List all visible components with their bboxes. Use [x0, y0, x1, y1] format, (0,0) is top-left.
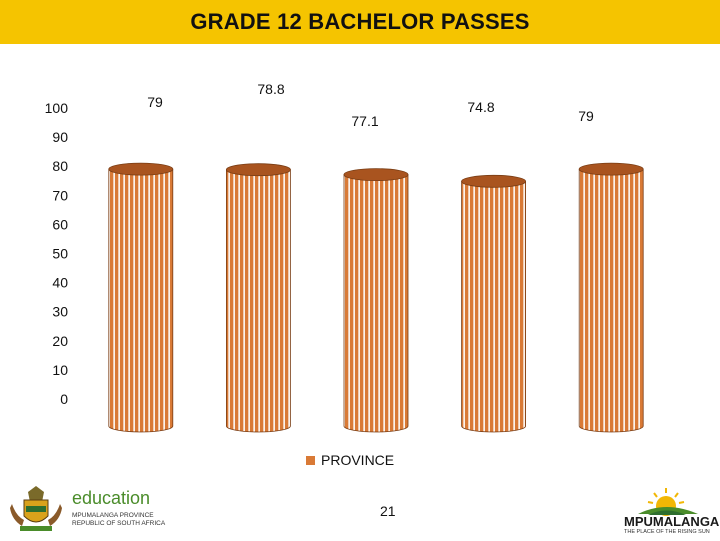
bar-body [226, 169, 291, 433]
y-tick-label: 90 [52, 129, 68, 145]
bar [578, 162, 644, 433]
mpumalanga-word: MPUMALANGA [624, 514, 720, 529]
y-tick-label: 30 [52, 304, 68, 320]
slide-title: GRADE 12 BACHELOR PASSES [190, 9, 530, 34]
bar-body [108, 168, 174, 433]
bar-body [343, 174, 409, 433]
bar-body [578, 168, 644, 433]
data-labels: 79 78.8 77.1 74.8 79 [147, 81, 594, 129]
bar-top [225, 163, 291, 177]
y-tick-label: 10 [52, 362, 68, 378]
y-axis: 0 10 20 30 40 50 60 70 80 90 100 [45, 100, 69, 407]
y-tick-label: 0 [60, 391, 68, 407]
legend-label: PROVINCE [321, 452, 395, 468]
data-label: 77.1 [351, 113, 378, 129]
y-tick-label: 70 [52, 187, 68, 203]
education-subtitle-line2: REPUBLIC OF SOUTH AFRICA [72, 520, 166, 527]
bar [225, 163, 291, 433]
bar [108, 162, 174, 433]
bar-top [461, 174, 527, 188]
education-logo: education MPUMALANGA PROVINCE REPUBLIC O… [6, 482, 176, 536]
y-tick-label: 50 [52, 246, 68, 262]
legend: PROVINCE [306, 452, 394, 468]
bar [461, 174, 527, 433]
bar-top [343, 168, 409, 182]
y-tick-label: 100 [45, 100, 69, 116]
y-tick-label: 40 [52, 275, 68, 291]
title-bar: GRADE 12 BACHELOR PASSES [0, 0, 720, 44]
data-label: 79 [578, 108, 594, 124]
data-label: 74.8 [467, 99, 494, 115]
education-subtitle: MPUMALANGA PROVINCE REPUBLIC OF SOUTH AF… [72, 512, 165, 528]
bar-body [461, 180, 526, 433]
coat-of-arms-icon [10, 486, 62, 531]
education-word: education [72, 488, 151, 508]
bar-top [108, 162, 174, 176]
data-label: 78.8 [257, 81, 284, 97]
y-tick-label: 20 [52, 333, 68, 349]
bar-top [578, 162, 644, 176]
legend-swatch [306, 455, 315, 465]
y-tick-label: 80 [52, 158, 68, 174]
mpumalanga-logo: MPUMALANGA THE PLACE OF THE RISING SUN [618, 484, 720, 538]
y-tick-label: 60 [52, 216, 68, 232]
bar [343, 168, 409, 433]
data-label: 79 [147, 94, 163, 110]
bars [108, 162, 644, 433]
education-subtitle-line1: MPUMALANGA PROVINCE [72, 512, 154, 519]
page-number: 21 [380, 503, 396, 519]
rising-sun-icon [638, 488, 698, 516]
mpumalanga-tagline: THE PLACE OF THE RISING SUN [624, 529, 710, 535]
